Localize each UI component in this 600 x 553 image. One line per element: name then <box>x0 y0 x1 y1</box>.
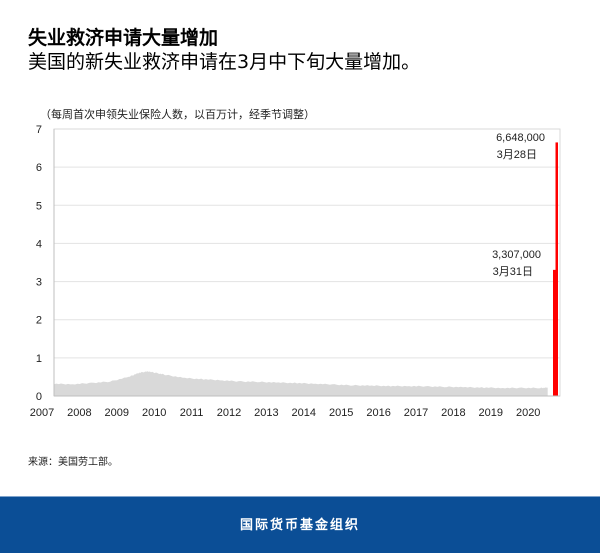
footer-org-name: 国际货币基金组织 <box>239 518 360 533</box>
x-tick-label: 2018 <box>441 407 465 419</box>
y-tick-label: 2 <box>36 315 42 327</box>
y-tick-label: 3 <box>36 277 42 289</box>
x-tick-label: 2008 <box>67 407 91 419</box>
x-tick-label: 2017 <box>404 407 428 419</box>
x-tick-label: 2016 <box>366 407 390 419</box>
y-axis-unit-label: （每周首次申领失业保险人数，以百万计，经季节调整） <box>40 108 315 121</box>
x-tick-label: 2010 <box>142 407 166 419</box>
y-tick-label: 1 <box>36 353 42 365</box>
chart-area: 0 1 2 3 4 5 6 7 2007 2008 2009 2010 2011 2012 2013 201… <box>30 124 561 419</box>
gridlines <box>54 166 560 359</box>
x-tick-label: 2014 <box>292 407 316 419</box>
spike-bar <box>555 142 558 396</box>
y-tick-label: 6 <box>36 162 42 174</box>
baseline-claims-area <box>54 371 548 396</box>
chart-title: 失业救济申请大量增加 <box>28 27 219 49</box>
peak-date-annotation: 3月28日 <box>497 149 537 161</box>
second-value-annotation: 3,307,000 <box>492 249 541 261</box>
footer-banner: 国际货币基金组织 <box>0 496 600 553</box>
source-note: 来源：美国劳工部。 <box>28 457 118 468</box>
plot-frame <box>53 128 561 397</box>
x-tick-label: 2011 <box>180 407 204 419</box>
x-axis-ticks: 2007 2008 2009 2010 2011 2012 2013 2014 2015 2016… <box>30 407 541 419</box>
y-tick-label: 7 <box>36 124 42 136</box>
peak-value-annotation: 6,648,000 <box>496 132 545 144</box>
chart-subtitle: 美国的新失业救济申请在3月中下旬大量增加。 <box>28 51 421 73</box>
y-tick-label: 4 <box>36 238 42 250</box>
y-tick-label: 0 <box>36 391 42 403</box>
x-tick-label: 2007 <box>30 407 54 419</box>
x-tick-label: 2019 <box>479 407 503 419</box>
spike-bars <box>553 142 558 396</box>
x-tick-label: 2009 <box>105 407 129 419</box>
x-tick-label: 2020 <box>516 407 540 419</box>
x-tick-label: 2012 <box>217 407 241 419</box>
y-tick-label: 5 <box>36 200 42 212</box>
spike-bar <box>553 269 556 396</box>
x-tick-label: 2013 <box>254 407 278 419</box>
y-axis-ticks: 0 1 2 3 4 5 6 7 <box>36 124 42 403</box>
second-date-annotation: 3月31日 <box>493 266 533 278</box>
x-tick-label: 2015 <box>329 407 353 419</box>
